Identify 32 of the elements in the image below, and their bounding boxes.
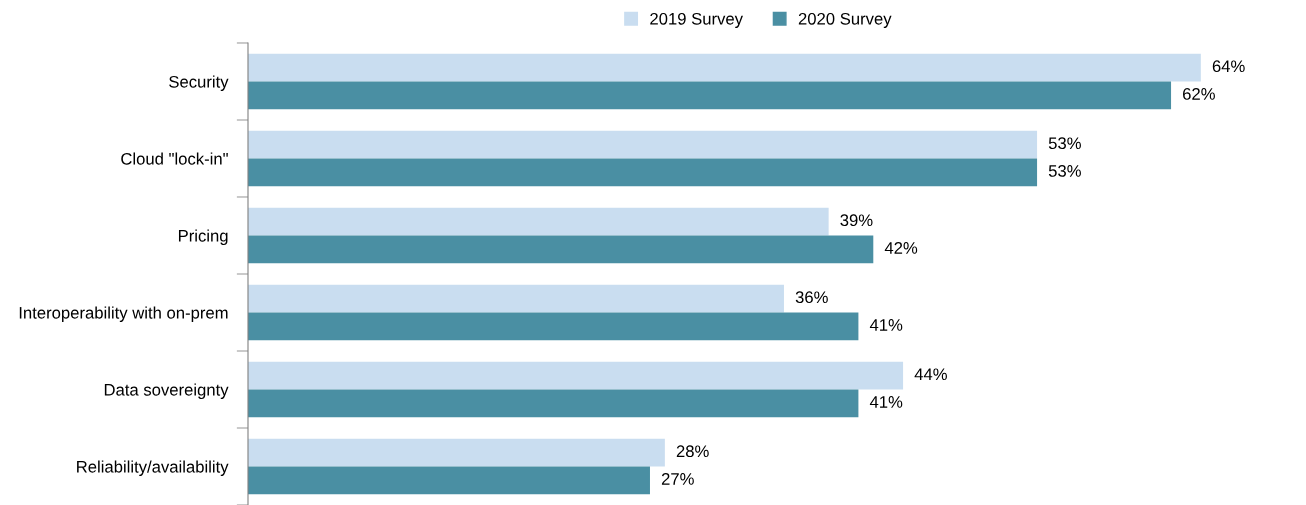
bar: [248, 361, 904, 390]
y-tick-label: Cloud "lock-in": [121, 152, 228, 165]
bar: [248, 235, 874, 264]
data-label: 27%: [661, 473, 694, 485]
bar: [248, 158, 1038, 187]
data-label: 39%: [840, 214, 873, 227]
legend-label: 2019 Survey: [650, 12, 743, 28]
data-label: 36%: [795, 291, 828, 304]
bar: [248, 438, 665, 467]
bar: [248, 389, 859, 418]
data-label: 28%: [676, 445, 709, 458]
bar: [248, 284, 784, 313]
bar: [248, 130, 1038, 159]
bar: [248, 466, 650, 495]
data-label: 64%: [1212, 60, 1245, 73]
y-tick-label: Pricing: [178, 229, 228, 245]
data-label: 53%: [1048, 165, 1081, 177]
y-tick-label: Reliability/availability: [77, 460, 229, 476]
data-label: 42%: [884, 242, 918, 254]
y-tick-label: Data sovereignty: [104, 383, 229, 399]
bar: [248, 207, 829, 236]
bar: [248, 53, 1201, 82]
data-label: 62%: [1183, 88, 1215, 100]
data-label: 41%: [869, 319, 903, 331]
data-label: 53%: [1048, 137, 1081, 150]
bar: [248, 81, 1172, 110]
bar: [248, 312, 859, 341]
y-tick-label: Security: [169, 75, 229, 91]
data-label: 41%: [869, 396, 903, 408]
legend-label: 2020 Survey: [798, 12, 892, 28]
data-label: 44%: [914, 368, 947, 381]
y-tick-label: Interoperability with on-prem: [19, 306, 228, 322]
